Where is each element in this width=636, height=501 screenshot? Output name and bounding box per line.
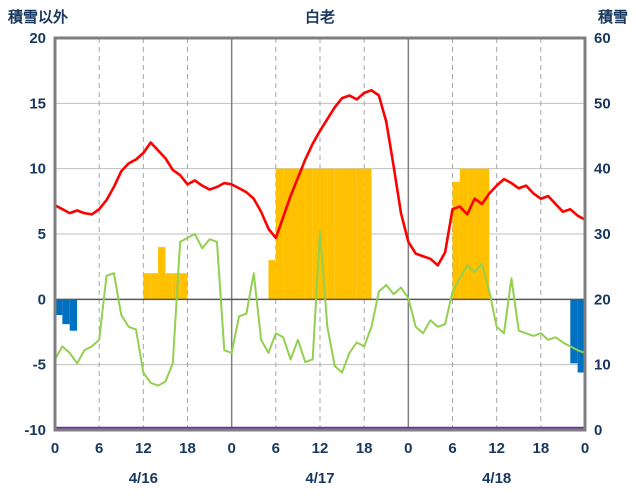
blue-bars [69, 299, 78, 331]
orange-bars [349, 168, 357, 300]
orange-bars [452, 181, 460, 300]
x-axis-tick: 6 [272, 440, 280, 457]
left-axis-tick: 0 [38, 291, 46, 308]
blue-bars [577, 299, 585, 373]
orange-bars [364, 168, 372, 300]
orange-bars [283, 168, 291, 300]
orange-bars [268, 260, 276, 300]
date-label: 4/16 [129, 470, 158, 487]
plot-frame [53, 36, 587, 432]
x-axis-tick: 18 [179, 440, 196, 457]
x-axis-tick: 12 [312, 440, 329, 457]
orange-bars [481, 168, 490, 300]
right-axis-tick: 60 [594, 30, 611, 47]
left-axis-tick: 15 [29, 95, 46, 112]
right-axis-tick: 50 [594, 95, 611, 112]
left-axis-tick: 10 [29, 161, 46, 178]
orange-bars [474, 168, 482, 300]
orange-bars [275, 168, 284, 300]
orange-bars [180, 273, 188, 300]
x-axis-tick: 12 [135, 440, 152, 457]
orange-bars [305, 168, 313, 300]
blue-bars [62, 299, 70, 325]
left-axis-title: 積雪以外 [8, 9, 69, 26]
orange-bars [165, 273, 173, 300]
green-line [54, 230, 586, 387]
orange-bars [320, 168, 328, 300]
orange-bars [467, 168, 475, 300]
x-axis-tick: 0 [581, 440, 589, 457]
chart-title: 白老 [304, 9, 336, 26]
orange-bars [334, 168, 343, 300]
x-axis-tick: 18 [356, 440, 373, 457]
right-axis-title: 積雪 [597, 9, 628, 26]
right-axis-tick: 20 [594, 291, 611, 308]
right-axis-tick: 0 [594, 422, 602, 439]
left-axis-tick: -10 [24, 422, 46, 439]
blue-bars [570, 299, 578, 364]
x-axis-tick: 6 [95, 440, 103, 457]
left-axis-tick: -5 [33, 357, 46, 374]
orange-bars [290, 168, 298, 300]
orange-bars [143, 273, 151, 300]
orange-bars [459, 168, 468, 300]
x-axis-tick: 0 [51, 440, 59, 457]
x-axis-tick: 12 [488, 440, 505, 457]
date-label: 4/17 [305, 470, 334, 487]
orange-bars [297, 168, 306, 300]
x-axis-tick: 0 [227, 440, 235, 457]
orange-bars [342, 168, 350, 300]
orange-bars [312, 168, 320, 300]
left-axis-tick: 20 [29, 30, 46, 47]
right-axis-tick: 10 [594, 357, 611, 374]
right-axis-tick: 30 [594, 226, 611, 243]
red-line [53, 88, 587, 267]
orange-bars [150, 273, 159, 300]
orange-bars [327, 168, 335, 300]
x-axis-tick: 0 [404, 440, 412, 457]
x-axis-tick: 18 [532, 440, 549, 457]
blue-bars [55, 299, 63, 316]
x-axis-tick: 6 [448, 440, 456, 457]
date-label: 4/18 [482, 470, 511, 487]
right-axis-tick: 40 [594, 161, 611, 178]
orange-bars [356, 168, 365, 300]
orange-bars [158, 247, 166, 300]
left-axis-tick: 5 [38, 226, 46, 243]
